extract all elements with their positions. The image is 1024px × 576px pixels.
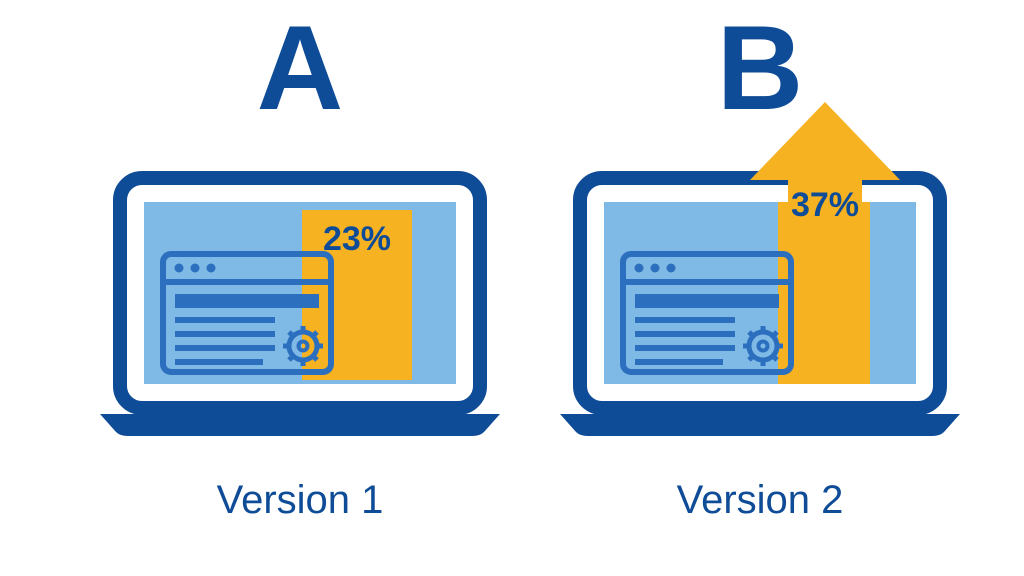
ab-test-infographic: A 23%: [0, 0, 1024, 576]
variant-b-metric-value: 37%: [772, 186, 878, 225]
variant-b-caption: Version 2: [560, 478, 960, 523]
laptop-icon: [100, 170, 500, 450]
variant-a-laptop: 23%: [100, 170, 500, 450]
variant-a-metric-value-top: 23%: [304, 220, 410, 259]
variant-a-letter: A: [100, 8, 500, 128]
variant-a-caption: Version 1: [100, 478, 500, 523]
variant-b-laptop: 37%: [560, 170, 960, 450]
